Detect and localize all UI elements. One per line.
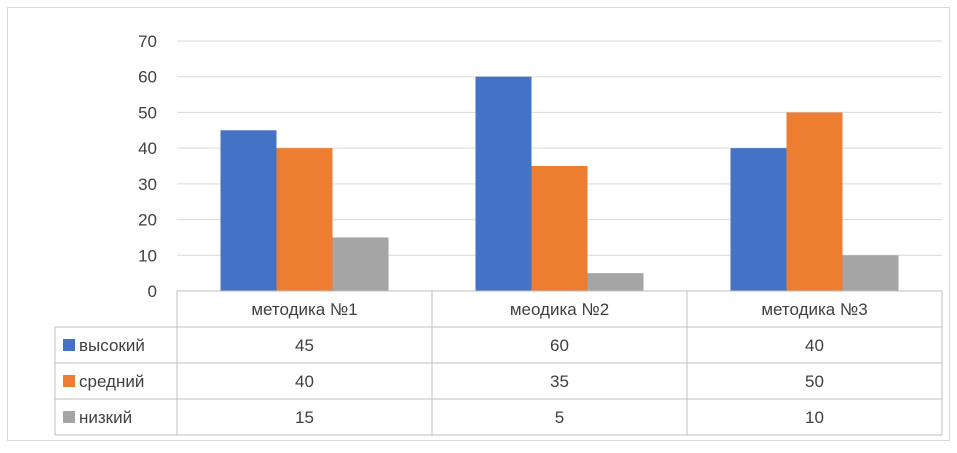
category-label: меодика №2	[510, 300, 609, 319]
bars	[220, 76, 899, 291]
bar	[842, 255, 899, 291]
legend-series-name: высокий	[79, 336, 145, 355]
y-tick-label: 30	[138, 175, 157, 194]
legend-key	[63, 339, 75, 351]
bar	[276, 148, 333, 291]
legend-series-name: низкий	[79, 408, 132, 427]
data-table-value: 35	[550, 372, 569, 391]
data-table: методика №1 меодика №2 методика №3 высокий 4…	[54, 290, 943, 436]
y-tick-label: 20	[138, 211, 157, 230]
bar	[332, 237, 389, 291]
legend-key	[63, 375, 75, 387]
bar	[220, 130, 277, 291]
data-table-value: 15	[295, 408, 314, 427]
y-tick-label: 0	[148, 282, 157, 301]
y-tick-label: 50	[138, 103, 157, 122]
category-label: методика №1	[251, 300, 357, 319]
data-table-value: 50	[805, 372, 824, 391]
y-tick-label: 70	[138, 32, 157, 51]
bar	[587, 273, 644, 291]
data-table-value: 40	[805, 336, 824, 355]
data-table-value: 10	[805, 408, 824, 427]
data-table-value: 40	[295, 372, 314, 391]
legend-series-name: средний	[79, 372, 144, 391]
bar	[786, 112, 843, 291]
bar	[475, 76, 532, 291]
data-table-value: 45	[295, 336, 314, 355]
y-tick-label: 60	[138, 68, 157, 87]
data-table-value: 5	[555, 408, 564, 427]
y-axis-tick-labels: 0 10 20 30 40 50 60 70	[138, 32, 157, 301]
data-table-value: 60	[550, 336, 569, 355]
legend-key	[63, 411, 75, 423]
y-tick-label: 40	[138, 139, 157, 158]
y-tick-label: 10	[138, 246, 157, 265]
category-label: методика №3	[761, 300, 867, 319]
bar	[531, 166, 588, 291]
bar	[730, 148, 787, 291]
